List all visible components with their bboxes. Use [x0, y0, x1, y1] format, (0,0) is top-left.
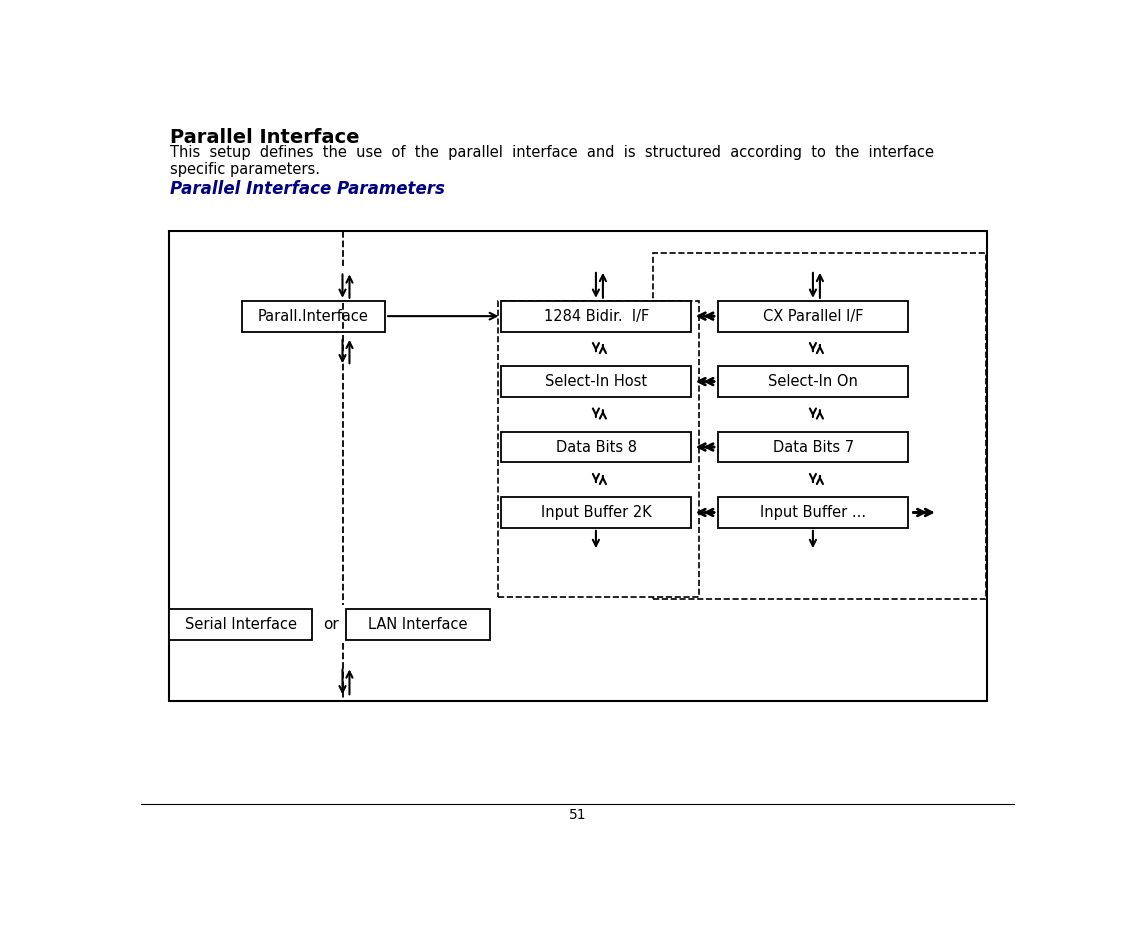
- Text: Select-In Host: Select-In Host: [545, 375, 647, 389]
- Bar: [497, 301, 699, 597]
- Text: Parallel Interface Parameters: Parallel Interface Parameters: [170, 179, 444, 198]
- Bar: [719, 497, 908, 528]
- Text: This  setup  defines  the  use  of  the  parallel  interface  and  is  structure: This setup defines the use of the parall…: [170, 145, 934, 160]
- Text: Data Bits 8: Data Bits 8: [556, 440, 637, 455]
- Text: LAN Interface: LAN Interface: [369, 616, 468, 631]
- Text: Parall.Interface: Parall.Interface: [258, 308, 369, 323]
- Bar: [501, 366, 691, 397]
- Text: Serial Interface: Serial Interface: [185, 616, 297, 631]
- Text: Parallel Interface: Parallel Interface: [170, 128, 360, 147]
- Bar: [169, 609, 312, 640]
- Text: Input Buffer 2K: Input Buffer 2K: [541, 505, 652, 520]
- Bar: [719, 432, 908, 462]
- Bar: [719, 301, 908, 332]
- Text: Input Buffer ...: Input Buffer ...: [760, 505, 866, 520]
- Text: CX Parallel I/F: CX Parallel I/F: [763, 308, 864, 323]
- Bar: [652, 253, 986, 600]
- Bar: [501, 301, 691, 332]
- Text: Data Bits 7: Data Bits 7: [773, 440, 854, 455]
- Text: 51: 51: [570, 809, 587, 823]
- Text: Select-In On: Select-In On: [768, 375, 858, 389]
- Bar: [501, 432, 691, 462]
- Bar: [719, 366, 908, 397]
- Bar: [169, 232, 987, 701]
- Bar: [346, 609, 490, 640]
- Text: or: or: [323, 616, 338, 631]
- Bar: [501, 497, 691, 528]
- Bar: [241, 301, 385, 332]
- Text: 1284 Bidir.  I/F: 1284 Bidir. I/F: [544, 308, 649, 323]
- Text: specific parameters.: specific parameters.: [170, 162, 320, 177]
